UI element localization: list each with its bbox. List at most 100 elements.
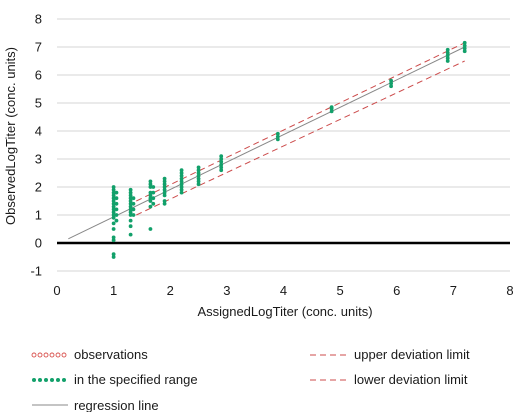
y-tick-label: 8	[35, 12, 42, 27]
data-point	[151, 185, 156, 189]
data-point	[196, 173, 201, 178]
data-point	[162, 193, 167, 198]
data-point	[179, 171, 184, 175]
data-point	[111, 199, 116, 203]
data-point	[131, 201, 136, 206]
data-point	[389, 81, 393, 86]
reference-lines	[68, 42, 465, 240]
y-tick-label: 7	[35, 40, 42, 55]
y-tick-label: 1	[35, 208, 42, 223]
data-point	[114, 190, 119, 195]
data-point	[114, 213, 119, 217]
data-point	[111, 221, 116, 226]
legend-open-dot	[37, 352, 43, 358]
data-point	[162, 187, 167, 192]
data-point	[275, 131, 280, 136]
data-point	[275, 137, 280, 142]
upper-deviation-line	[136, 42, 465, 202]
data-point	[389, 78, 393, 83]
legend-filled-dot	[44, 378, 48, 382]
data-point	[162, 185, 167, 189]
data-point	[179, 176, 184, 181]
data-point	[114, 201, 119, 206]
data-point	[219, 157, 224, 161]
legend-observations-label: observations	[74, 347, 148, 362]
y-tick-label: 4	[35, 124, 42, 139]
data-point	[128, 193, 133, 198]
data-point	[128, 210, 133, 215]
data-point	[111, 201, 116, 206]
data-point	[462, 43, 467, 48]
data-point	[111, 255, 116, 259]
data-point	[196, 182, 201, 187]
data-point	[196, 176, 201, 181]
data-point	[219, 154, 224, 159]
data-point	[151, 201, 156, 206]
lower-deviation-line	[136, 60, 465, 216]
data-point	[111, 238, 116, 243]
legend-filled-dot	[50, 378, 54, 382]
data-point	[445, 56, 450, 61]
data-point	[128, 213, 133, 217]
data-point	[111, 235, 116, 240]
data-point	[128, 207, 133, 212]
data-point	[219, 168, 224, 173]
data-point	[111, 252, 116, 257]
data-point	[111, 193, 116, 198]
data-point	[111, 190, 116, 195]
legend-item-upper-deviation: upper deviation limit	[310, 347, 470, 362]
legend-filled-dot	[38, 378, 42, 382]
x-tick-label: 8	[506, 283, 513, 298]
y-axis-title: ObservedLogTiter (conc. units)	[3, 47, 18, 225]
data-point	[148, 193, 153, 198]
data-point	[179, 173, 184, 178]
data-point	[462, 46, 467, 51]
x-tick-label: 7	[450, 283, 457, 298]
data-point	[219, 162, 224, 167]
data-point	[389, 84, 393, 89]
legend-upper-label: upper deviation limit	[354, 347, 470, 362]
data-point	[179, 190, 184, 195]
data-point	[196, 165, 201, 170]
legend-open-dot	[55, 352, 61, 358]
y-tick-label: 0	[35, 236, 42, 251]
data-point	[131, 213, 136, 217]
y-tick-label: -1	[30, 264, 42, 279]
data-point	[111, 196, 116, 201]
data-point	[128, 204, 133, 209]
regression-line	[68, 46, 465, 240]
legend-specified-range-marker	[32, 378, 66, 382]
data-point	[462, 40, 467, 45]
data-point	[219, 159, 224, 164]
data-point	[151, 196, 156, 201]
data-point	[329, 105, 334, 110]
tick-labels: -1 0 1 2 3 4 5 6 7 8 0 1 2 3 4 5 6 7 8	[30, 12, 513, 299]
legend-regression-label: regression line	[74, 398, 159, 412]
x-tick-label: 0	[53, 283, 60, 298]
data-point	[179, 187, 184, 192]
legend-filled-dot	[56, 378, 60, 382]
legend-lower-label: lower deviation limit	[354, 372, 468, 387]
data-point	[128, 218, 133, 223]
data-point	[131, 207, 136, 212]
data-point	[219, 165, 224, 170]
data-point	[111, 213, 116, 217]
data-point	[148, 190, 153, 195]
data-point	[111, 204, 116, 209]
data-point	[128, 196, 133, 201]
data-point	[148, 196, 153, 201]
y-tick-label: 5	[35, 96, 42, 111]
x-tick-label: 2	[167, 283, 174, 298]
data-point	[111, 187, 116, 192]
data-point	[275, 134, 280, 139]
data-point	[162, 179, 167, 184]
data-point	[179, 185, 184, 189]
legend-open-dot	[43, 352, 49, 358]
data-point	[151, 190, 156, 195]
data-point	[445, 53, 450, 58]
data-point	[128, 201, 133, 206]
data-point	[445, 59, 450, 63]
data-point	[162, 201, 167, 206]
data-point	[128, 190, 133, 195]
